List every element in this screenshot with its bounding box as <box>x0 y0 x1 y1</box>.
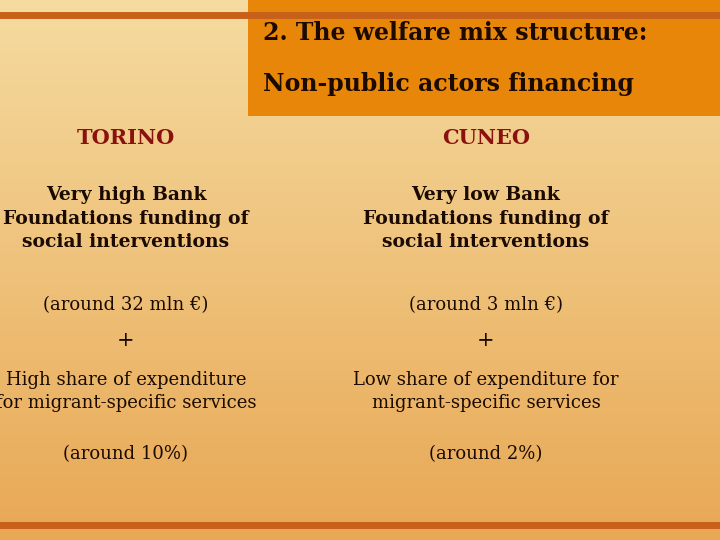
Text: (around 2%): (around 2%) <box>429 444 543 463</box>
Text: Low share of expenditure for
migrant-specific services: Low share of expenditure for migrant-spe… <box>354 370 618 413</box>
Text: Very low Bank
Foundations funding of
social interventions: Very low Bank Foundations funding of soc… <box>363 186 609 251</box>
Text: +: + <box>477 330 495 350</box>
Text: High share of expenditure
for migrant-specific services: High share of expenditure for migrant-sp… <box>0 370 256 413</box>
Text: Very high Bank
Foundations funding of
social interventions: Very high Bank Foundations funding of so… <box>3 186 249 251</box>
Text: (around 10%): (around 10%) <box>63 444 189 463</box>
Text: CUNEO: CUNEO <box>442 127 530 148</box>
Text: Non-public actors financing: Non-public actors financing <box>263 72 634 96</box>
Text: (around 32 mln €): (around 32 mln €) <box>43 296 209 314</box>
Text: (around 3 mln €): (around 3 mln €) <box>409 296 563 314</box>
Text: TORINO: TORINO <box>77 127 175 148</box>
Text: 2. The welfare mix structure:: 2. The welfare mix structure: <box>263 21 647 44</box>
Text: +: + <box>117 330 135 350</box>
FancyBboxPatch shape <box>248 0 720 116</box>
